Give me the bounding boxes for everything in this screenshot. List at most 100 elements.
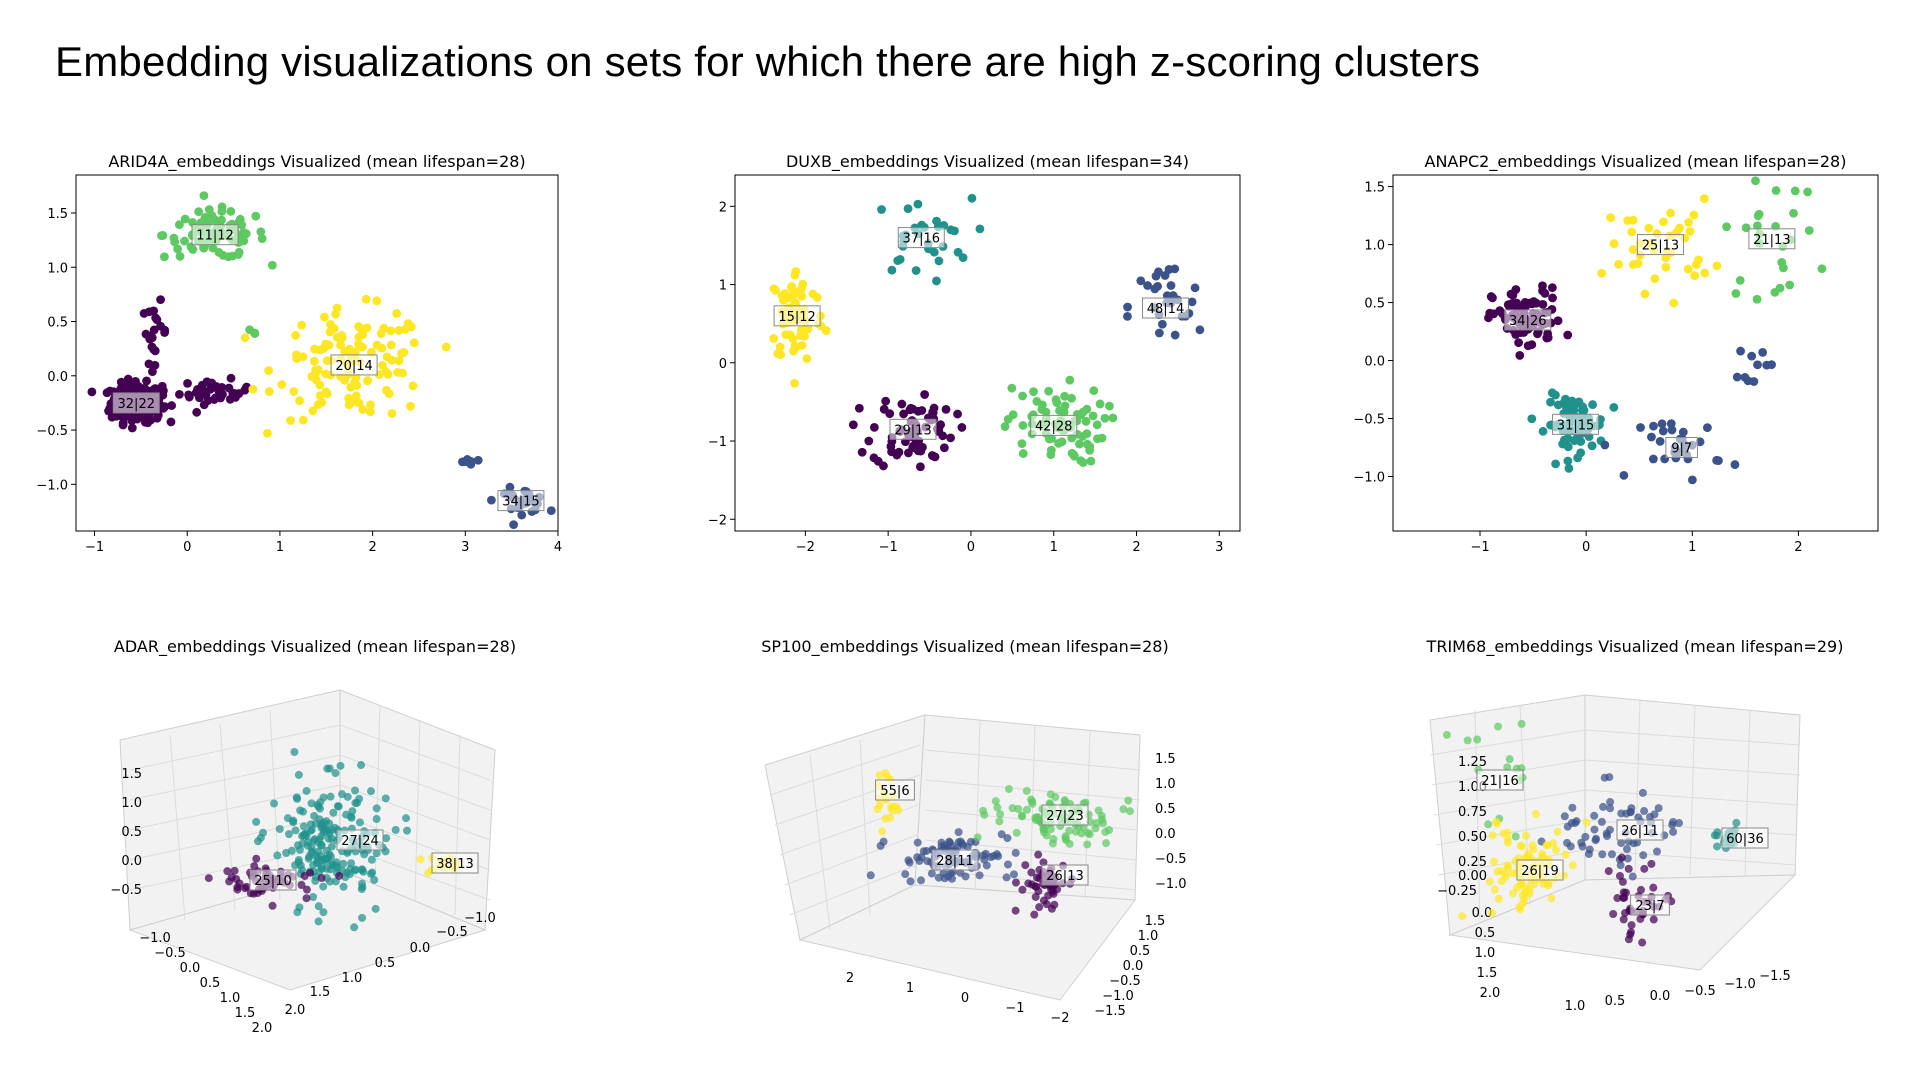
data-point [1551,459,1560,469]
cluster-label: 31|15 [1557,418,1594,433]
data-point [317,398,327,407]
data-point [1091,824,1100,833]
data-point [929,403,939,413]
data-point [367,855,376,864]
data-point [787,283,796,292]
data-point [1617,838,1626,847]
cluster-label-box [1516,859,1564,881]
data-point [1086,456,1096,466]
data-point [1609,909,1618,918]
data-point [175,389,184,399]
data-point [253,837,262,846]
data-point [403,826,412,835]
data-point [1519,899,1528,908]
grid-line [129,814,341,861]
data-point [314,917,323,926]
y-tick-label: 0.0 [410,941,431,956]
data-point [372,849,381,858]
data-point [909,443,919,452]
data-point [313,365,323,375]
data-point [116,377,126,387]
data-point [1503,835,1512,844]
cluster-label-box [1476,769,1524,791]
data-point [240,333,250,343]
data-point [350,923,359,932]
data-point [194,207,204,217]
data-point [939,869,948,878]
data-point [897,399,907,409]
y-tick-label: 1.0 [342,971,363,986]
data-point [1521,888,1530,897]
grid-line [339,784,491,841]
data-point [264,387,274,396]
data-point [509,520,519,530]
data-point [1097,433,1107,443]
data-point [979,806,988,815]
data-point [473,455,483,465]
data-point [953,409,962,419]
data-point [934,256,944,266]
cluster-label-box [1504,309,1552,331]
data-point [224,383,234,393]
x-tick-label: 0.5 [1475,926,1496,941]
grid-line [1584,789,1799,806]
data-point [1621,909,1630,918]
y-tick-label: −0.5 [1353,413,1385,428]
x-tick-label: 2 [368,540,376,555]
data-point [248,384,258,394]
data-point [1552,845,1561,854]
data-point [873,804,882,813]
data-point [939,443,949,453]
data-point [1669,817,1678,826]
data-point [1636,423,1645,432]
data-point [1563,456,1573,466]
x-tick-label: 1.5 [235,1006,256,1021]
data-point [304,838,313,847]
data-point [1597,817,1606,826]
data-point [1538,299,1548,309]
data-point [1657,419,1667,429]
axes-frame [1392,174,1879,532]
data-point [1473,735,1482,744]
data-point [916,446,926,456]
grid-line [779,804,919,856]
data-point [1003,860,1012,869]
data-point [363,376,372,386]
data-point [309,892,318,901]
data-point [1007,383,1017,393]
data-point [200,212,210,222]
data-point [1560,397,1569,407]
data-point [1582,818,1591,827]
data-point [1154,328,1164,338]
grid-line [1429,729,1586,756]
data-point [1619,470,1629,480]
chart-title: ANAPC2_embeddings Visualized (mean lifes… [1425,152,1847,172]
data-point [991,797,1000,806]
y-tick-label: 1.0 [47,261,68,276]
data-point [1009,870,1018,879]
cluster-label: 9|7 [1671,442,1692,457]
data-point [263,428,272,438]
data-point [1584,850,1593,859]
data-point [1493,819,1502,828]
data-point [911,266,921,275]
data-point [1065,375,1075,385]
data-point [1044,386,1054,396]
grid-line [924,749,1141,771]
data-point [797,340,807,350]
z-tick-label: 0.0 [121,854,142,869]
data-point [142,376,151,386]
data-point [298,415,308,425]
data-point [901,870,910,879]
x-tick-label: −0.5 [154,946,186,961]
data-point [294,855,303,864]
y-tick-label: 0.5 [1130,944,1151,959]
grid-line [1029,724,1036,896]
data-point [1646,812,1655,821]
data-point [1004,785,1013,794]
data-point [1458,912,1467,921]
grid-line [1433,789,1586,816]
data-point [358,865,367,874]
data-point [903,204,913,213]
data-point [1563,838,1572,847]
